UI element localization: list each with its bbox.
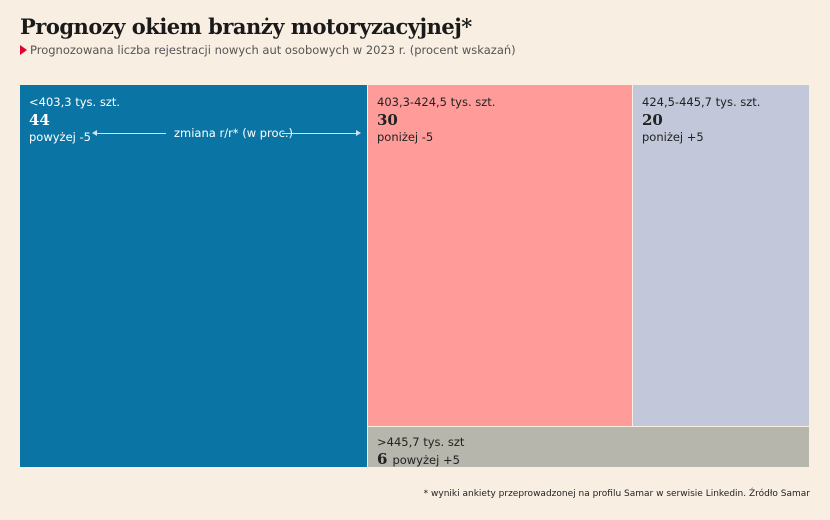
tile-change: powyżej +5 [392, 453, 460, 467]
tile-value: 20 [642, 111, 663, 129]
tile-range: 424,5-445,7 tys. szt. [642, 95, 761, 109]
tile-range: 403,3-424,5 tys. szt. [377, 95, 496, 109]
chart-subtitle: Prognozowana liczba rejestracji nowych a… [20, 43, 516, 57]
tile-403-424: 403,3-424,5 tys. szt. 30 poniżej -5 [368, 85, 632, 426]
arrow-left-icon [92, 130, 97, 136]
legend-label: zmiana r/r* (w proc.) [174, 126, 294, 140]
tile-change: poniżej +5 [642, 130, 704, 144]
tile-change: poniżej -5 [377, 130, 434, 144]
tile-change: powyżej -5 [29, 130, 91, 144]
tile-over-445: >445,7 tys. szt 6 powyżej +5 [368, 427, 809, 468]
tile-value: 6 [377, 450, 388, 468]
footnote: * wyniki ankiety przeprowadzonej na prof… [423, 489, 810, 499]
tile-range: <403,3 tys. szt. [29, 95, 121, 109]
subtitle-text: Prognozowana liczba rejestracji nowych a… [30, 43, 516, 57]
arrow-right-icon [356, 130, 361, 136]
tile-range: >445,7 tys. szt [377, 435, 465, 449]
legend-line-right [282, 133, 356, 134]
red-triangle-icon [20, 45, 27, 55]
legend-line-left [96, 133, 166, 134]
chart-title: Prognozy okiem branży motoryzacyjnej* [20, 14, 472, 39]
tile-424-445: 424,5-445,7 tys. szt. 20 poniżej +5 [633, 85, 809, 426]
tile-value: 30 [377, 111, 398, 129]
tile-value-row: 6 powyżej +5 [377, 450, 800, 468]
tile-value: 44 [29, 111, 50, 129]
change-legend: zmiana r/r* (w proc.) [90, 126, 364, 140]
tile-under-403: <403,3 tys. szt. 44 powyżej -5 [20, 85, 367, 467]
